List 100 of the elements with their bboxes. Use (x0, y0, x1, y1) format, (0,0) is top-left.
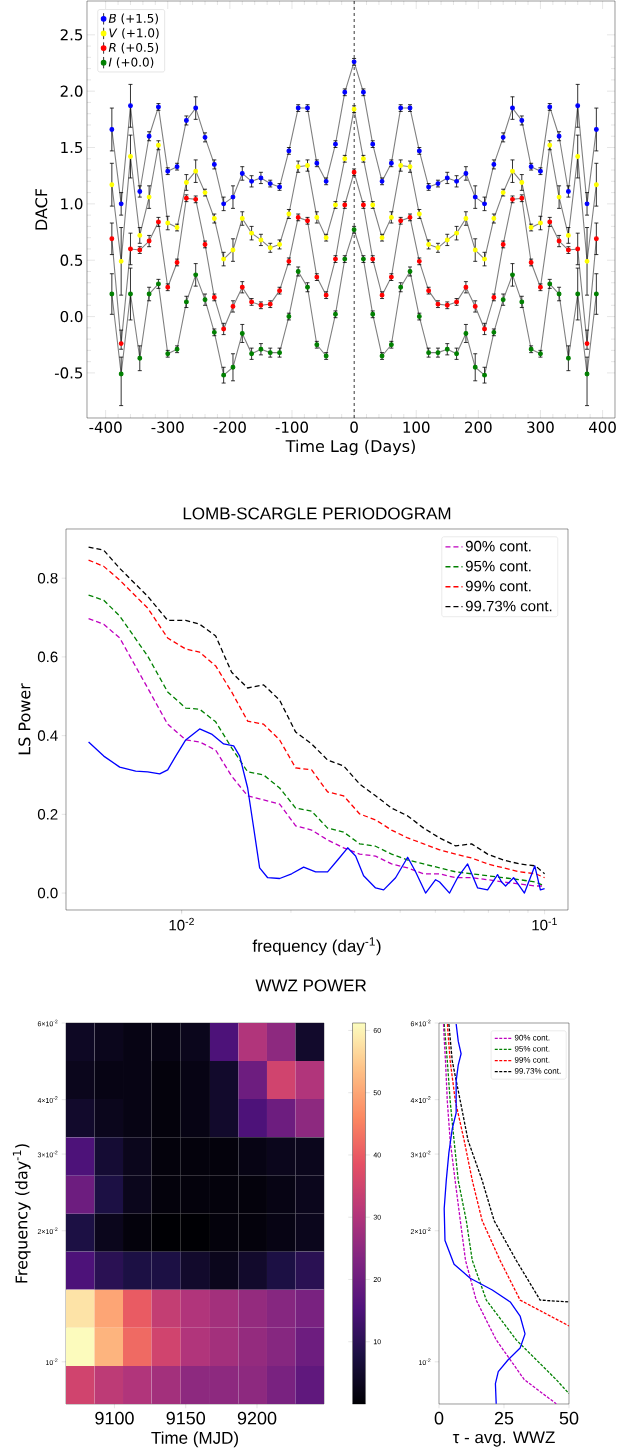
point (137, 232, 143, 238)
x-tick-label: -100 (275, 421, 308, 433)
x-tick-label: 9100 (95, 1411, 134, 1425)
y-tick-label: 0.2 (37, 809, 58, 820)
x-axis-title: Time (MJD) (151, 1431, 238, 1448)
point (463, 170, 469, 176)
x-tick-label: 9150 (166, 1411, 206, 1425)
point (593, 236, 599, 242)
y-tick-label: 1.5 (61, 141, 83, 154)
point (482, 256, 487, 262)
legend-label: V (+1.0) (109, 28, 159, 39)
point (193, 272, 199, 278)
legend-label: R (+0.5) (108, 42, 159, 54)
x-tick-label: 9200 (237, 1411, 277, 1425)
legend-label: 99.73% cont. (514, 1068, 561, 1074)
x-tick-label: 0 (350, 421, 358, 433)
legend-label: 95% cont. (514, 1045, 550, 1052)
point (510, 272, 515, 278)
point (193, 168, 199, 174)
x-tick-label: 50 (559, 1411, 579, 1425)
point (593, 127, 599, 132)
point (454, 230, 460, 236)
point (519, 180, 525, 185)
point (510, 168, 515, 174)
legend-label: 90% cont. (514, 1034, 550, 1041)
x-tick-label: 400 (588, 421, 616, 433)
point (239, 331, 245, 336)
legend-label: 90% cont. (465, 540, 531, 552)
point (472, 194, 478, 200)
point (239, 170, 245, 176)
point (472, 247, 478, 253)
point (128, 291, 133, 297)
point (593, 182, 599, 188)
point (239, 216, 245, 221)
y-tick-label: 0.8 (37, 572, 58, 584)
point (556, 291, 562, 297)
point (575, 291, 581, 297)
point (137, 189, 143, 194)
y-axis-title: Frequency (day$^{-1}$) (12, 1144, 31, 1283)
point (146, 194, 152, 200)
x-tick-label: 10$^{-1}$ (532, 917, 557, 931)
point (221, 372, 227, 378)
y-tick-label: 0.0 (37, 887, 58, 899)
point (482, 201, 487, 207)
legend-label: B (+1.5) (108, 13, 158, 25)
point (575, 154, 581, 159)
point (593, 291, 599, 297)
point (510, 105, 515, 111)
y-tick-label: 2.0 (60, 85, 83, 97)
point (165, 220, 171, 226)
legend-label: I (+0.0) (108, 57, 154, 69)
legend-label: 99% cont. (514, 1057, 550, 1063)
x-tick-label: -300 (151, 421, 184, 433)
chart-title: WWZ POWER (255, 979, 367, 992)
point (398, 163, 404, 168)
point (128, 246, 133, 252)
point (482, 372, 487, 378)
x-tick-label: 100 (403, 421, 430, 433)
point (584, 371, 590, 377)
y-tick-label: 0.4 (37, 730, 58, 741)
point (109, 182, 115, 188)
point (472, 364, 478, 370)
point (305, 163, 310, 168)
y-tick-label: 0.5 (60, 254, 83, 266)
point (109, 127, 115, 132)
point (118, 371, 124, 377)
point (221, 201, 227, 207)
point (137, 355, 143, 361)
x-tick-label: 200 (465, 421, 492, 433)
chart-title: LOMB-SCARGLE PERIODOGRAM (183, 507, 451, 520)
y-tick-label: 0.6 (37, 651, 58, 663)
x-axis-title: frequency (day$^{-1}$) (252, 937, 381, 956)
point (230, 247, 236, 253)
point (556, 194, 562, 200)
x-tick-label: -400 (89, 421, 122, 433)
x-tick-label: 300 (527, 421, 554, 433)
y-tick-label: 0.0 (60, 310, 83, 323)
y-axis-title: DACF (35, 188, 48, 230)
point (128, 103, 133, 109)
legend-label: 99% cont. (465, 580, 531, 592)
legend-label: 99.73% cont. (465, 600, 552, 612)
point (565, 189, 571, 194)
point (183, 180, 189, 185)
point (109, 236, 115, 242)
point (565, 232, 571, 238)
point (463, 331, 469, 336)
point (230, 194, 236, 200)
legend-label: 95% cont. (465, 560, 531, 572)
point (128, 154, 133, 159)
point (146, 291, 152, 297)
x-axis-title: Time Lag (Days) (285, 439, 415, 456)
x-axis-title: τ - avg. WWZ (452, 1431, 555, 1447)
point (575, 103, 581, 109)
y-tick-label: 2.5 (60, 29, 83, 41)
point (109, 291, 115, 297)
point (118, 201, 124, 207)
y-tick-label: -0.5 (54, 367, 83, 379)
point (463, 216, 469, 221)
point (584, 201, 590, 207)
point (565, 355, 571, 361)
